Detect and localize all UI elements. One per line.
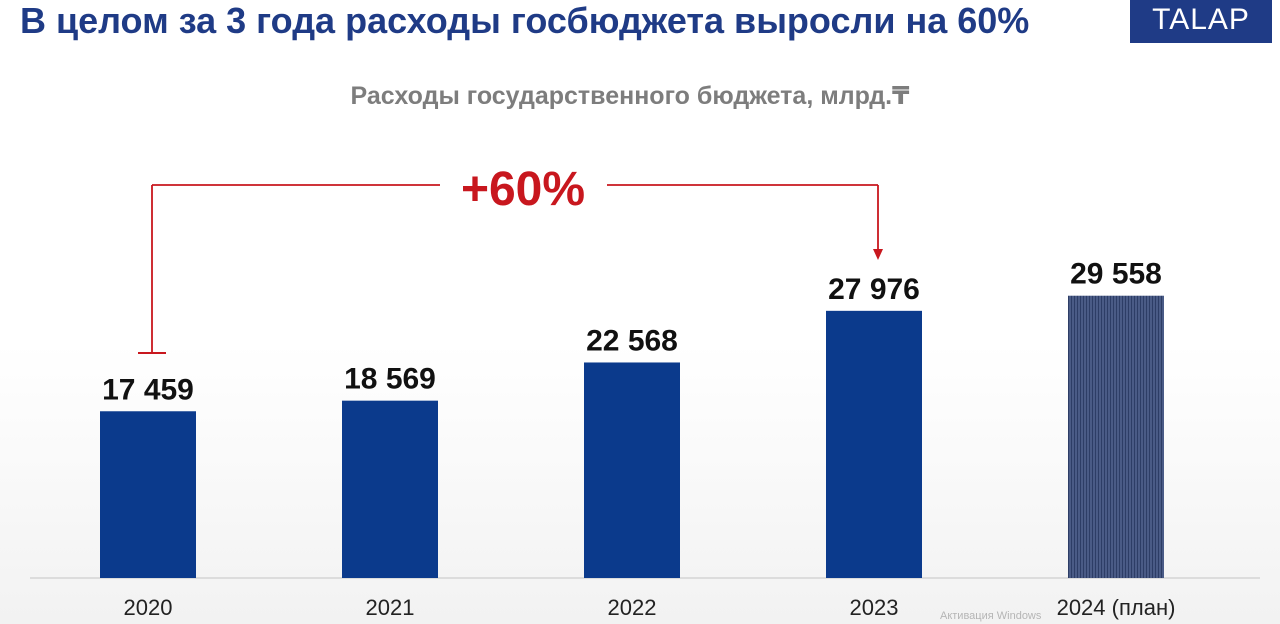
page-title: В целом за 3 года расходы госбюджета выр… bbox=[20, 0, 1030, 41]
growth-annotation: +60% bbox=[461, 163, 585, 216]
value-label: 27 976 bbox=[828, 273, 920, 306]
bracket-arrowhead bbox=[873, 249, 883, 260]
os-watermark: Активация Windows bbox=[940, 610, 1042, 622]
value-label: 18 569 bbox=[344, 363, 436, 396]
talap-logo: TALAP bbox=[1130, 0, 1272, 43]
x-tick-label: 2022 bbox=[608, 595, 657, 620]
chart-title: Расходы государственного бюджета, млрд.₸ bbox=[350, 82, 910, 110]
value-label: 17 459 bbox=[102, 373, 194, 406]
value-label: 22 568 bbox=[586, 324, 678, 357]
x-tick-label: 2021 bbox=[366, 595, 415, 620]
bar-2022 bbox=[584, 362, 680, 578]
bar-2024 bbox=[1068, 295, 1164, 578]
x-tick-label: 2020 bbox=[124, 595, 173, 620]
x-tick-label: 2024 (план) bbox=[1057, 595, 1176, 620]
bar-2020 bbox=[100, 411, 196, 578]
x-tick-label: 2023 bbox=[850, 595, 899, 620]
value-label: 29 558 bbox=[1070, 258, 1162, 291]
bar-2023 bbox=[826, 310, 922, 578]
bar-2021 bbox=[342, 400, 438, 578]
